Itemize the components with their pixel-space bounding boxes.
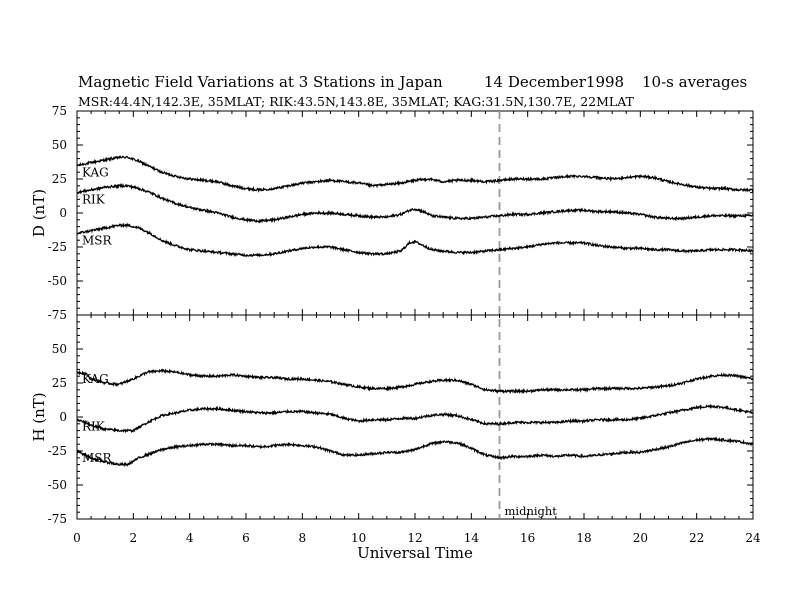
chart-date: 14 December1998 — [484, 73, 625, 91]
series-label-msr: MSR — [82, 233, 113, 247]
y-tick-label: -75 — [48, 308, 67, 322]
axis-labels: 75 50 25 0 -25 -50 -75 D (nT) KAG RIK MSR 50 25 0 -25 -… — [30, 104, 761, 562]
y-tick-label: -50 — [48, 274, 67, 288]
series-line-rik — [76, 403, 754, 434]
chart-averaging: 10-s averages — [642, 73, 748, 91]
y-tick-label: 75 — [52, 104, 67, 118]
midnight-label: midnight — [505, 504, 558, 518]
y-axis-label: D (nT) — [30, 189, 48, 237]
series-line-kag — [76, 155, 754, 193]
x-tick-label: 22 — [689, 531, 704, 545]
station-coordinates: MSR:44.4N,142.3E, 35MLAT; RIK:43.5N,143.… — [78, 94, 634, 109]
x-tick-label: 18 — [576, 531, 591, 545]
y-tick-label: -25 — [48, 444, 67, 458]
y-tick-label: -50 — [48, 478, 67, 492]
series-line-msr — [76, 222, 754, 258]
series-line-kag — [76, 368, 754, 395]
y-axis-label: H (nT) — [30, 392, 48, 441]
chart-title: Magnetic Field Variations at 3 Stations … — [78, 73, 443, 91]
y-tick-label: 50 — [52, 342, 67, 356]
d-panel-frame — [76, 110, 754, 316]
x-tick-label: 24 — [745, 531, 761, 545]
series-lines — [76, 155, 754, 468]
y-tick-label: 25 — [52, 172, 67, 186]
series-label-kag: KAG — [82, 372, 109, 386]
chart-title-line: Magnetic Field Variations at 3 Stations … — [78, 73, 747, 145]
x-tick-label: 12 — [407, 531, 422, 545]
y-tick-label: -25 — [48, 240, 67, 254]
y-tick-label: 0 — [59, 206, 67, 220]
x-tick-label: 0 — [73, 531, 81, 545]
x-tick-label: 14 — [464, 531, 480, 545]
axis-ticks — [76, 110, 754, 520]
x-tick-label: 2 — [130, 531, 138, 545]
midnight-marker-group: midnight — [498, 111, 558, 519]
series-label-rik: RIK — [82, 420, 106, 434]
h-panel-frame — [76, 314, 754, 520]
series-line-msr — [76, 436, 754, 468]
x-axis-label: Universal Time — [357, 544, 473, 562]
y-tick-label: 25 — [52, 376, 67, 390]
y-tick-label: -75 — [48, 512, 67, 526]
series-line-rik — [76, 182, 754, 224]
x-tick-label: 16 — [520, 531, 535, 545]
y-tick-label: 50 — [52, 138, 67, 152]
y-tick-label: 0 — [59, 410, 67, 424]
x-tick-label: 8 — [299, 531, 307, 545]
x-tick-label: 6 — [242, 531, 250, 545]
series-label-rik: RIK — [82, 193, 106, 207]
series-label-kag: KAG — [82, 165, 109, 179]
x-tick-label: 4 — [186, 531, 194, 545]
x-tick-label: 10 — [351, 531, 366, 545]
x-tick-label: 20 — [633, 531, 648, 545]
series-label-msr: MSR — [82, 451, 113, 465]
